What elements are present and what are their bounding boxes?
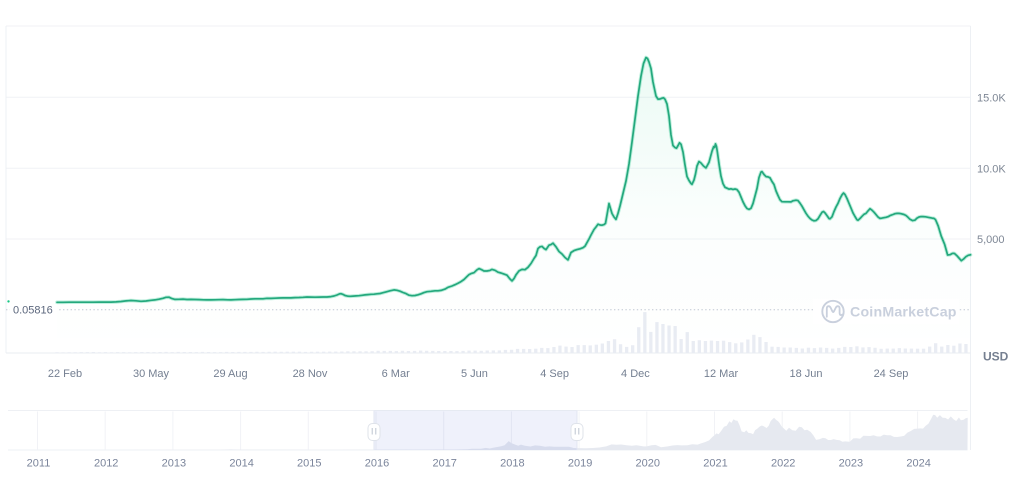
svg-text:2015: 2015 [297, 458, 321, 470]
svg-text:USD: USD [983, 350, 1009, 364]
svg-text:2011: 2011 [27, 458, 51, 470]
svg-text:18 Jun: 18 Jun [789, 368, 822, 380]
svg-text:2012: 2012 [94, 458, 118, 470]
svg-text:29 Aug: 29 Aug [213, 368, 247, 380]
svg-text:2017: 2017 [432, 458, 456, 470]
svg-text:15.0K: 15.0K [977, 92, 1006, 104]
svg-text:22 Feb: 22 Feb [48, 368, 82, 380]
svg-text:4 Dec: 4 Dec [621, 368, 650, 380]
svg-text:2023: 2023 [839, 458, 863, 470]
svg-text:2022: 2022 [771, 458, 795, 470]
svg-text:2020: 2020 [636, 458, 660, 470]
svg-text:5 Jun: 5 Jun [461, 368, 488, 380]
svg-text:10.0K: 10.0K [977, 163, 1006, 175]
svg-text:2013: 2013 [162, 458, 186, 470]
svg-text:2021: 2021 [703, 458, 727, 470]
svg-text:2016: 2016 [365, 458, 389, 470]
svg-text:5,000: 5,000 [977, 234, 1005, 246]
svg-text:2014: 2014 [229, 458, 253, 470]
svg-text:CoinMarketCap: CoinMarketCap [850, 305, 957, 321]
svg-text:2019: 2019 [568, 458, 592, 470]
svg-text:2018: 2018 [500, 458, 524, 470]
svg-text:12 Mar: 12 Mar [704, 368, 739, 380]
svg-text:2024: 2024 [906, 458, 930, 470]
svg-text:28 Nov: 28 Nov [293, 368, 328, 380]
svg-text:30 May: 30 May [133, 368, 170, 380]
svg-text:0.05816: 0.05816 [13, 305, 53, 317]
svg-text:24 Sep: 24 Sep [874, 368, 909, 380]
svg-text:6 Mar: 6 Mar [382, 368, 410, 380]
svg-text:4 Sep: 4 Sep [540, 368, 569, 380]
